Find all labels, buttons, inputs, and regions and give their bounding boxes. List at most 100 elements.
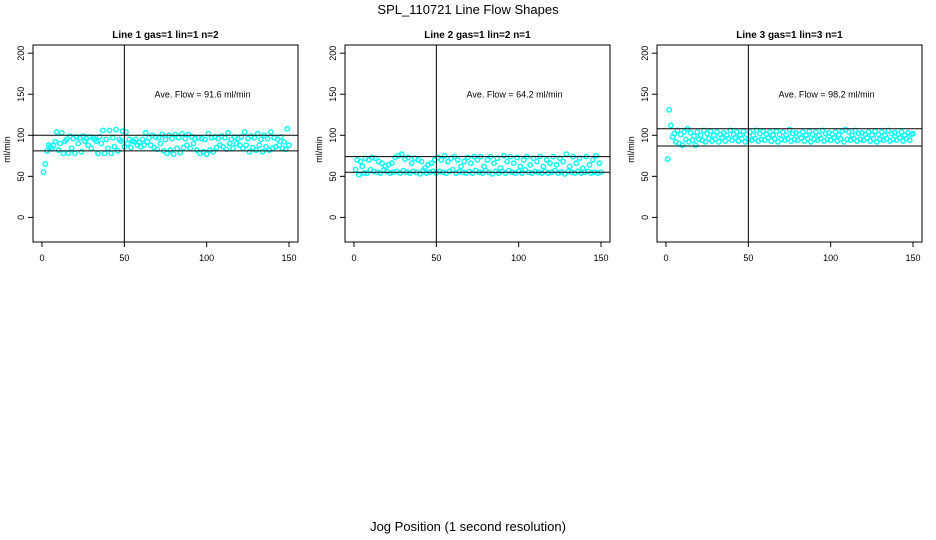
data-point [474,157,481,163]
data-point [118,138,124,144]
data-point [837,135,844,142]
data-point [93,138,100,144]
data-point [258,136,264,143]
data-point [360,170,367,176]
data-point [707,128,714,135]
data-point [416,170,423,177]
y-tick-label: 50 [640,171,650,181]
y-tick-label: 100 [640,128,650,143]
x-tick-label: 50 [743,253,753,263]
data-point [357,158,364,165]
data-point [277,134,284,140]
data-point [405,154,412,161]
data-point [182,135,189,142]
data-point [832,129,839,135]
data-point [132,136,139,143]
data-point [799,129,806,135]
data-point [896,134,903,141]
chart-panel-line-1: Line 1 gas=1 lin=1 n=2 ml/min 0 50 100 150 200… [2,30,299,263]
data-point [388,160,395,167]
data-point [142,129,149,136]
data-point [238,134,245,140]
data-point [870,135,877,142]
data-point [264,135,271,142]
data-point [111,143,118,150]
data-point [123,129,129,135]
data-point [510,160,517,167]
data-point [98,140,105,147]
data-point [444,158,451,165]
data-point [119,128,126,135]
data-point [593,152,599,159]
data-point [594,170,601,176]
data-point [210,148,217,155]
y-tick-label: 200 [328,46,338,61]
data-point [379,160,385,167]
data-point [55,147,62,153]
data-point [553,161,560,168]
x-tick-label: 0 [39,253,44,263]
x-tick-label: 150 [593,253,608,263]
data-point [715,138,722,145]
x-tick-label: 100 [511,253,526,263]
data-point [877,136,883,143]
data-point [692,142,699,149]
data-point [578,170,585,176]
chart-panel-line-3: Line 3 gas=1 lin=3 n=1 ml/min 0 50 100 150 200… [626,30,923,263]
data-point [276,142,283,149]
data-point [128,144,134,151]
data-point [556,155,563,162]
figure-title: SPL_110721 Line Flow Shapes [377,2,559,17]
data-point [576,155,583,162]
data-point [464,154,471,161]
data-point [791,136,798,143]
data-point [484,157,491,163]
x-tick-label: 50 [431,253,441,263]
data-point [152,134,159,140]
data-point [438,157,445,163]
data-point [727,127,734,134]
data-point [456,168,463,175]
y-tick-label: 0 [16,215,26,220]
data-point [573,160,580,167]
data-point [205,130,212,137]
data-point [53,129,60,135]
data-point [458,163,464,170]
data-point [225,129,231,136]
data-point [811,136,818,143]
data-point [263,143,269,150]
data-point [154,146,161,153]
data-point [664,156,671,162]
data-point [106,127,113,134]
data-point [352,166,359,173]
data-point [387,170,394,176]
data-point [679,142,686,149]
data-point [57,140,64,147]
data-point [491,160,497,167]
data-point [85,142,92,149]
x-tick-label: 100 [823,253,838,263]
y-tick-label: 150 [16,87,26,102]
data-point [519,170,525,176]
data-point [547,160,553,167]
data-point [681,129,688,135]
data-point [855,130,862,137]
data-point [101,150,108,157]
panel-title: Line 1 gas=1 lin=1 n=2 [112,30,219,41]
data-point [52,138,59,145]
y-tick-label: 100 [328,128,338,143]
data-point [170,151,177,158]
data-point [468,160,474,167]
data-point [251,134,258,141]
data-point [517,163,524,170]
data-point [586,161,593,168]
panel-title: Line 3 gas=1 lin=3 n=1 [736,30,843,41]
x-tick-label: 50 [119,253,129,263]
data-point [73,134,80,140]
data-point [95,150,101,157]
data-point [687,129,694,136]
data-point [192,135,199,142]
data-point [668,122,674,129]
data-point [845,129,852,135]
data-point [878,129,885,135]
